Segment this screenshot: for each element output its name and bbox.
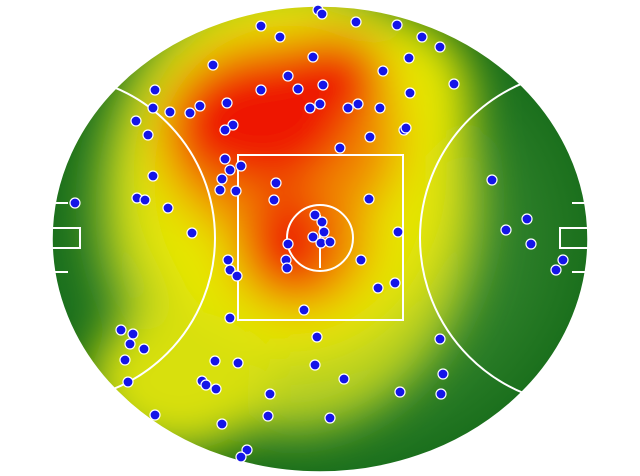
point — [227, 119, 239, 131]
point — [122, 376, 134, 388]
point — [352, 98, 364, 110]
point — [255, 84, 267, 96]
point — [69, 197, 81, 209]
point — [235, 160, 247, 172]
point — [307, 231, 319, 243]
point — [334, 142, 346, 154]
point — [149, 409, 161, 421]
point — [255, 20, 267, 32]
point — [164, 106, 176, 118]
point — [184, 107, 196, 119]
point — [355, 254, 367, 266]
point — [186, 227, 198, 239]
point — [282, 238, 294, 250]
point — [316, 216, 328, 228]
point — [224, 312, 236, 324]
point — [214, 184, 226, 196]
point — [209, 355, 221, 367]
point — [224, 164, 236, 176]
point — [372, 282, 384, 294]
point — [264, 388, 276, 400]
point — [298, 304, 310, 316]
point — [194, 100, 206, 112]
point — [130, 115, 142, 127]
point — [392, 226, 404, 238]
point — [403, 52, 415, 64]
point — [162, 202, 174, 214]
point — [342, 102, 354, 114]
point — [500, 224, 512, 236]
point — [207, 59, 219, 71]
point — [316, 8, 328, 20]
point — [224, 264, 236, 276]
point — [292, 83, 304, 95]
point — [448, 78, 460, 90]
heatmap — [52, 6, 588, 472]
point — [210, 383, 222, 395]
point — [437, 368, 449, 380]
point — [142, 129, 154, 141]
point — [230, 185, 242, 197]
point — [391, 19, 403, 31]
point — [231, 270, 243, 282]
point — [282, 70, 294, 82]
point — [400, 122, 412, 134]
point — [274, 31, 286, 43]
point — [307, 51, 319, 63]
point — [434, 333, 446, 345]
point — [363, 193, 375, 205]
point — [200, 379, 212, 391]
point — [364, 131, 376, 143]
point — [127, 328, 139, 340]
point — [434, 41, 446, 53]
point — [435, 388, 447, 400]
point — [270, 177, 282, 189]
point — [139, 194, 151, 206]
point — [521, 213, 533, 225]
point — [324, 412, 336, 424]
point — [338, 373, 350, 385]
point — [309, 209, 321, 221]
point — [394, 386, 406, 398]
point — [235, 451, 247, 463]
point — [389, 277, 401, 289]
point — [216, 173, 228, 185]
point — [324, 236, 336, 248]
point — [124, 338, 136, 350]
point — [241, 444, 253, 456]
point — [416, 31, 428, 43]
point — [525, 238, 537, 250]
point — [314, 98, 326, 110]
point — [149, 84, 161, 96]
point — [550, 264, 562, 276]
point — [232, 357, 244, 369]
point — [374, 102, 386, 114]
point — [268, 194, 280, 206]
point — [404, 87, 416, 99]
point — [311, 331, 323, 343]
point — [119, 354, 131, 366]
point — [222, 254, 234, 266]
point — [486, 174, 498, 186]
point — [309, 359, 321, 371]
point — [262, 410, 274, 422]
point — [138, 343, 150, 355]
point — [221, 97, 233, 109]
point — [318, 226, 330, 238]
point — [147, 102, 159, 114]
point — [350, 16, 362, 28]
point — [317, 79, 329, 91]
point — [147, 170, 159, 182]
point — [304, 102, 316, 114]
point — [219, 153, 231, 165]
point — [216, 418, 228, 430]
point — [557, 254, 569, 266]
point — [281, 262, 293, 274]
point — [115, 324, 127, 336]
point — [219, 124, 231, 136]
point — [377, 65, 389, 77]
